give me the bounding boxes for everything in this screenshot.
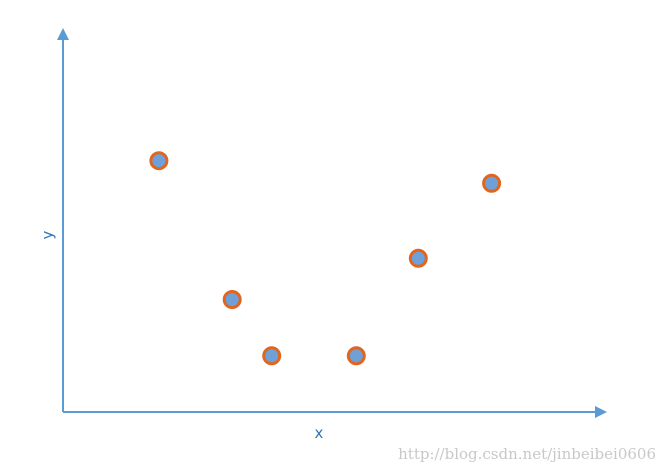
y-axis-arrowhead: [57, 28, 69, 40]
watermark: http://blog.csdn.net/jinbeibei0606: [398, 445, 656, 463]
data-point-2: [222, 290, 242, 309]
y-axis: [57, 28, 69, 412]
data-point-3: [262, 346, 282, 366]
y-axis-label: y: [39, 230, 57, 239]
data-point-1: [149, 151, 169, 171]
x-axis-label: x: [315, 424, 324, 442]
x-axis-arrowhead: [595, 406, 607, 418]
data-point-6: [482, 173, 502, 193]
data-points: [149, 151, 502, 366]
data-point-4: [346, 346, 366, 366]
data-point-5: [408, 248, 428, 268]
x-axis: [63, 406, 607, 418]
